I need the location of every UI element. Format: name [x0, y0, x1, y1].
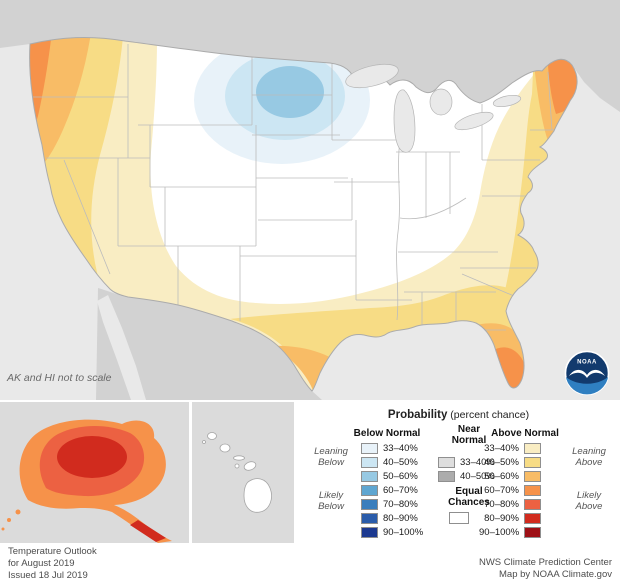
legend-row: 80–90% [361, 512, 418, 524]
color-swatch [361, 484, 378, 496]
legend-row: 50–60% [479, 470, 541, 482]
color-swatch [361, 498, 378, 510]
great-lakes [345, 63, 522, 153]
color-swatch [524, 498, 541, 510]
legend-leaning-below-label: Leaning Below [314, 446, 348, 468]
probability-legend: Probability (percent chance) Below Norma… [297, 402, 620, 543]
gulf-of-california [97, 295, 146, 400]
legend-row-label: 60–70% [484, 484, 519, 496]
alaska-inset-map [0, 402, 189, 543]
color-swatch [361, 512, 378, 524]
legend-row-label: 33–40% [383, 442, 418, 454]
legend-row: 90–100% [479, 526, 541, 538]
color-swatch [524, 470, 541, 482]
legend-header-above: Above Normal [491, 428, 559, 439]
map-title-line1: Temperature Outlook [8, 546, 97, 557]
legend-row-label: 50–60% [383, 470, 418, 482]
color-swatch [361, 456, 378, 468]
legend-row: 80–90% [479, 512, 541, 524]
noaa-logo: NOAA [564, 350, 610, 396]
legend-row: 70–80% [479, 498, 541, 510]
legend-row-label: 70–80% [383, 498, 418, 510]
scale-note: AK and HI not to scale [7, 372, 112, 384]
noaa-seagull-icon [569, 369, 605, 378]
legend-row-label: 90–100% [383, 526, 424, 538]
legend-header-below: Below Normal [353, 428, 421, 439]
legend-row: 90–100% [361, 526, 423, 538]
main-map-panel: AK and HI not to scale NOAA [0, 0, 620, 400]
map-credit-line1: NWS Climate Prediction Center [478, 557, 612, 568]
legend-row-label: 80–90% [484, 512, 519, 524]
state-borders [31, 44, 556, 334]
legend-title-bold: Probability [387, 409, 448, 421]
color-swatch [438, 456, 455, 468]
legend-equal-chances-label: Equal Chances [448, 486, 490, 508]
noaa-logo-ocean [565, 377, 609, 395]
hawaii-map [202, 432, 272, 513]
legend-row-label: 60–70% [383, 484, 418, 496]
equal-chances-swatch [449, 512, 469, 524]
color-swatch [361, 470, 378, 482]
legend-row-label: 40–50% [460, 470, 495, 482]
legend-row-label: 33–40% [484, 442, 519, 454]
alaska-map [1, 419, 173, 543]
map-title: Temperature Outlook for August 2019 Issu… [8, 546, 97, 582]
alaska-above-normal-80-90 [57, 436, 127, 478]
region-above-normal-40-50-west [29, 37, 126, 312]
legend-title: Probability (percent chance) [297, 409, 620, 421]
map-credit-line2: Map by NOAA Climate.gov [499, 569, 612, 580]
legend-row-label: 70–80% [484, 498, 519, 510]
color-swatch [361, 526, 378, 538]
legend-row-label: 40–50% [484, 456, 519, 468]
legend-row: 33–40% [438, 456, 495, 468]
map-title-line3: Issued 18 Jul 2019 [8, 570, 88, 581]
alaska-panhandle-80-90 [130, 520, 166, 542]
legend-row-label: 40–50% [383, 456, 418, 468]
legend-row-label: 50–60% [484, 470, 519, 482]
legend-row: 40–50% [479, 456, 541, 468]
legend-row-label: 90–100% [479, 526, 520, 538]
legend-row-label: 80–90% [383, 512, 418, 524]
noaa-logo-text: NOAA [577, 360, 597, 366]
color-swatch [524, 456, 541, 468]
legend-likely-above-label: Likely Above [575, 490, 603, 512]
legend-row: 70–80% [361, 498, 418, 510]
legend-likely-below-label: Likely Below [318, 490, 344, 512]
legend-row: 50–60% [361, 470, 418, 482]
map-credits: NWS Climate Prediction Center Map by NOA… [479, 557, 612, 581]
legend-row: 33–40% [361, 442, 418, 454]
legend-leaning-above-label: Leaning Above [572, 446, 606, 468]
color-swatch [524, 526, 541, 538]
legend-row: 40–50% [361, 456, 418, 468]
color-swatch [524, 442, 541, 454]
mexico-landmass [96, 288, 322, 400]
legend-title-rest: (percent chance) [447, 409, 530, 421]
region-above-normal-60-70-pnw-coast [29, 37, 56, 138]
region-below-normal-50-60 [256, 66, 324, 118]
legend-row-label: 33–40% [460, 456, 495, 468]
color-swatch [361, 442, 378, 454]
us-temperature-map [0, 0, 620, 400]
color-swatch [524, 512, 541, 524]
map-title-line2: for August 2019 [8, 558, 75, 569]
hawaii-islands [202, 432, 272, 513]
hawaii-inset-map [192, 402, 294, 543]
legend-row: 60–70% [361, 484, 418, 496]
color-swatch [524, 484, 541, 496]
color-swatch [438, 470, 455, 482]
canada-landmass [0, 0, 620, 112]
legend-row: 60–70% [479, 484, 541, 496]
legend-row: 40–50% [438, 470, 495, 482]
legend-header-near: Near Normal [451, 424, 487, 446]
legend-row: 33–40% [479, 442, 541, 454]
